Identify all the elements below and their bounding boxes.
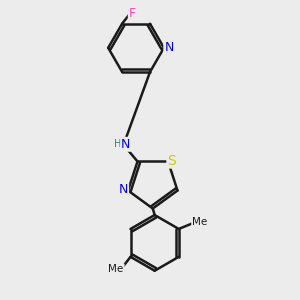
Text: Me: Me [109, 264, 124, 274]
Text: N: N [119, 183, 128, 196]
Text: Me: Me [192, 217, 207, 227]
Text: N: N [121, 138, 130, 151]
Text: N: N [164, 41, 174, 54]
Text: H: H [114, 139, 122, 149]
Text: S: S [167, 154, 176, 167]
Text: F: F [129, 7, 136, 20]
